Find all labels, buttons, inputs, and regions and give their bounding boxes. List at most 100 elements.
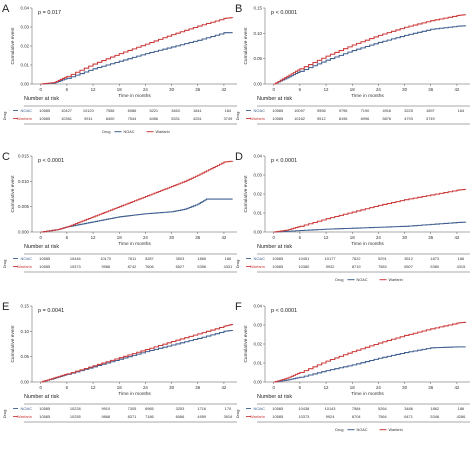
risk-cell: 1873 [430,256,439,261]
risk-cell: 10120 [83,108,95,113]
x-tick-label: 6 [299,385,302,390]
chart-svg-e: E 0.00 0.05 0.10 0.15 0 6 12 18 24 30 36 42 Time in m… [2,301,237,423]
risk-cell: 3460 [171,108,180,113]
x-axis-title: Time in months [118,391,151,397]
legend-title: Drug [335,278,343,282]
p-value-label: p = 0.0041 [38,308,64,314]
x-tick-label: 42 [454,87,459,92]
legend-label-noac: NOAC [124,130,135,134]
y-tick-label: 0.01 [20,63,29,68]
risk-cell: 1841 [193,108,202,113]
x-tick-label: 24 [376,87,381,92]
risk-cell: 5221 [149,108,158,113]
y-axis-title: Cumulative event [243,175,249,213]
risk-cell: 3512 [404,256,413,261]
risk-cell: 4286 [457,414,466,419]
risk-cell: 8371 [128,414,137,419]
p-value-label: p < 0.0001 [38,158,64,164]
y-tick-label: 0.00 [253,230,262,235]
p-value-label: p = 0.017 [38,10,61,16]
x-tick-label: 24 [376,385,381,390]
risk-cell: 3225 [404,108,413,113]
risk-cell: 170 [225,406,232,411]
risk-cell: 5380 [430,264,439,269]
risk-group-label-noac: NOAC [20,256,32,261]
panel-c: C 0.000 0.005 0.010 0.015 0 6 12 18 24 30 36 42 Time … [0,148,241,303]
risk-cell: 9868 [101,414,110,419]
risk-cell: 186 [225,256,232,261]
y-tick-label: 0.00 [253,380,262,385]
risk-cell: 1716 [197,406,206,411]
risk-cell: 10380 [298,264,310,269]
x-tick-label: 0 [272,235,275,240]
y-tick-label: 0.10 [20,329,29,334]
risk-table-title: Number at risk [257,96,292,102]
x-tick-label: 6 [66,235,69,240]
series-line-noac [40,32,233,85]
risk-cell: 184 [225,108,232,113]
risk-cell: 4251 [193,116,202,121]
x-tick-label: 6 [66,87,69,92]
y-tick-label: 0.10 [253,31,262,36]
y-tick-label: 0.04 [253,304,262,309]
x-tick-label: 12 [324,87,329,92]
x-tick-label: 18 [117,385,122,390]
risk-cell: 9932 [326,264,335,269]
risk-cell: 8400 [106,116,115,121]
risk-cell: 3749 [426,116,435,121]
risk-cell: 164 [458,108,465,113]
risk-table-title: Number at risk [257,394,292,400]
risk-cell: 5287 [145,256,154,261]
risk-table-title: Number at risk [24,96,59,102]
risk-cell: 7606 [145,264,154,269]
risk-cell: 5291 [378,256,387,261]
series-line-warfarin [40,17,234,85]
x-tick-label: 0 [272,385,275,390]
risk-group-label-warfarin: Warfarin [250,264,265,269]
chart-svg-f: F 0.00 0.01 0.02 0.03 0.04 0 6 12 18 24 30 36 42 Time … [235,301,470,432]
series-line-warfarin [273,188,467,233]
risk-cell: 9924 [326,414,335,419]
risk-cell: 10177 [325,256,336,261]
chart-svg-a: A 0.00 0.01 0.02 0.03 0.04 0 6 12 18 24 30 36 42 Time … [2,3,237,134]
chart-svg-d: D 0.00 0.01 0.02 0.03 0.04 0 6 12 18 24 30 36 42 Time … [235,151,470,282]
x-tick-label: 12 [91,235,96,240]
risk-cell: 4916 [382,108,391,113]
risk-group-label-noac: NOAC [20,108,32,113]
x-tick-label: 42 [221,385,226,390]
x-tick-label: 24 [143,385,148,390]
panel-letter: F [235,301,242,313]
risk-table-title: Number at risk [257,244,292,250]
risk-cell: 10427 [61,108,72,113]
x-axis-title: Time in months [351,241,384,247]
risk-group-label-warfarin: Warfarin [17,116,32,121]
x-tick-label: 30 [169,235,174,240]
risk-cell: 10585 [272,406,283,411]
risk-cell: 7544 [128,116,137,121]
y-tick-label: 0.05 [20,354,29,359]
x-tick-label: 42 [221,235,226,240]
risk-cell: 10361 [61,116,72,121]
strata-title: Drug [235,260,240,269]
risk-cell: 8719 [352,264,361,269]
y-axis-title: Cumulative event [243,27,249,65]
risk-cell: 10585 [272,108,283,113]
p-value-label: p < 0.0001 [271,10,297,16]
risk-cell: 10585 [272,256,283,261]
y-tick-label: 0.015 [18,154,30,159]
panel-d: D 0.00 0.01 0.02 0.03 0.04 0 6 12 18 24 30 36 42 Time … [233,148,474,303]
panel-letter: A [2,3,10,15]
chart-svg-c: C 0.000 0.005 0.010 0.015 0 6 12 18 24 30 36 42 Time … [2,151,237,273]
x-tick-label: 30 [402,235,407,240]
y-tick-label: 0.15 [253,6,262,11]
series-line-warfarin [40,160,234,233]
risk-cell: 6527 [176,264,185,269]
panel-b: B 0.00 0.05 0.10 0.15 0 6 12 18 24 30 36 42 Time in m… [233,0,474,155]
risk-cell: 3749 [224,116,233,121]
risk-cell: 7584 [352,406,361,411]
risk-cell: 10438 [298,406,309,411]
risk-cell: 10097 [294,108,305,113]
risk-cell: 4793 [404,116,413,121]
risk-cell: 10143 [325,406,336,411]
